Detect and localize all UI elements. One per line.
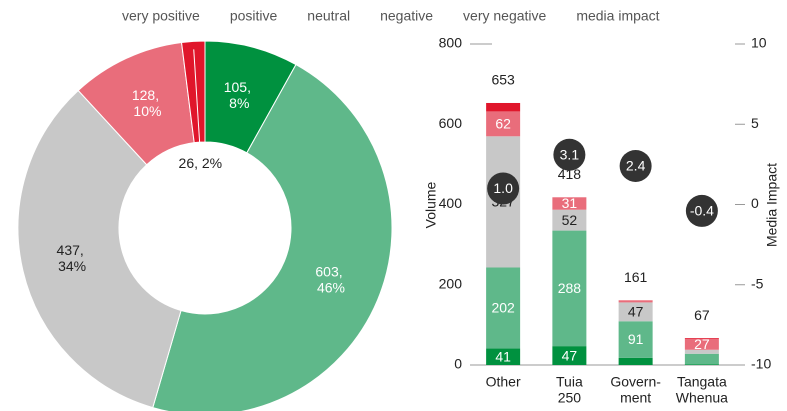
y-tick-label: 200 — [439, 275, 463, 291]
legend: very positive positive neutral negative very… — [122, 8, 660, 24]
data-label: 27 — [694, 336, 710, 352]
y2-tick-label: 5 — [751, 115, 759, 131]
bar-segment — [684, 338, 719, 339]
x-tick-label: Tuia — [556, 374, 583, 390]
media-impact-bubble — [619, 149, 652, 182]
data-label: 52 — [562, 212, 578, 228]
y-tick-label: 0 — [454, 356, 462, 372]
media-impact-bubble — [487, 172, 520, 205]
y2-tick-label: -10 — [751, 356, 771, 372]
legend-entry: neutral — [307, 8, 350, 24]
legend-entry: positive — [230, 8, 278, 24]
x-tick-label: Whenua — [676, 390, 728, 406]
donut-slice — [17, 89, 182, 409]
bubble-label: 2.4 — [626, 158, 646, 174]
y-axis-label: Volume — [423, 181, 439, 228]
x-tick-label: ment — [620, 390, 651, 406]
x-tick-label: Other — [486, 374, 521, 390]
legend-entry: negative — [380, 8, 433, 24]
bar-segment — [618, 321, 653, 358]
bubble-label: -0.4 — [690, 203, 714, 219]
data-label: 105, 8% — [224, 79, 255, 111]
total-label: 161 — [624, 269, 648, 285]
bar-segment — [552, 197, 587, 210]
bar-segment — [552, 209, 587, 231]
y-tick-label: 600 — [439, 115, 463, 131]
bubble-label: 1.0 — [493, 180, 513, 196]
y2-tick-label: -5 — [751, 275, 764, 291]
x-tick-label: Tangata — [677, 374, 727, 390]
bar-segment — [552, 346, 587, 365]
legend-entry: very positive — [122, 8, 200, 24]
bubble-label: 3.1 — [560, 146, 580, 162]
data-label: 31 — [562, 195, 578, 211]
bar-segment — [618, 300, 653, 303]
leader-line — [193, 49, 201, 155]
data-label: 26, 2% — [179, 155, 223, 171]
bar-segment — [684, 364, 719, 365]
bar-segment — [486, 102, 521, 112]
data-label: 41 — [495, 348, 511, 364]
data-label: 288 — [558, 280, 582, 296]
total-label: 418 — [558, 166, 582, 182]
data-label: 202 — [491, 300, 515, 316]
y2-tick-label: 10 — [751, 35, 767, 51]
data-label: 91 — [628, 331, 644, 347]
donut-slice — [152, 63, 393, 411]
donut-slice — [180, 40, 206, 144]
bar-segment — [618, 357, 653, 365]
data-label: 437, 34% — [57, 242, 88, 274]
bar-segment — [684, 349, 719, 354]
bar-segment — [684, 338, 719, 350]
media-impact-bubble — [553, 138, 586, 171]
legend-entry: very negative — [463, 8, 546, 24]
bar-segment — [552, 230, 587, 347]
y2-tick-label: 0 — [751, 195, 759, 211]
bar-segment — [486, 111, 521, 137]
legend-entry: media impact — [576, 8, 659, 24]
bar-segment — [486, 348, 521, 365]
data-label: 47 — [628, 304, 644, 320]
data-label: 603, 46% — [315, 263, 346, 295]
bar-segment — [486, 267, 521, 349]
y2-axis-label: Media Impact — [764, 163, 780, 247]
x-tick-label: 250 — [558, 390, 582, 406]
y-tick-label: 400 — [439, 195, 463, 211]
y-tick-label: 800 — [439, 35, 463, 51]
data-label: 47 — [562, 347, 578, 363]
bar-segment — [684, 353, 719, 365]
total-label: 67 — [694, 307, 710, 323]
media-impact-bubble — [685, 194, 718, 227]
data-label: 128, 10% — [132, 87, 163, 119]
x-tick-label: Govern- — [610, 374, 661, 390]
data-label: 62 — [495, 116, 511, 132]
total-label: 653 — [491, 72, 515, 88]
bar-segment — [618, 302, 653, 322]
